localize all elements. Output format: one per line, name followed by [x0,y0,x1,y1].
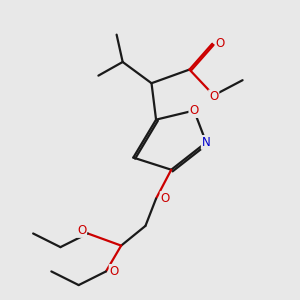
Text: O: O [189,104,199,117]
Text: O: O [209,90,218,104]
Text: O: O [160,192,170,205]
Text: O: O [110,265,119,278]
Text: N: N [202,136,211,149]
Text: O: O [77,224,86,237]
Text: O: O [216,37,225,50]
